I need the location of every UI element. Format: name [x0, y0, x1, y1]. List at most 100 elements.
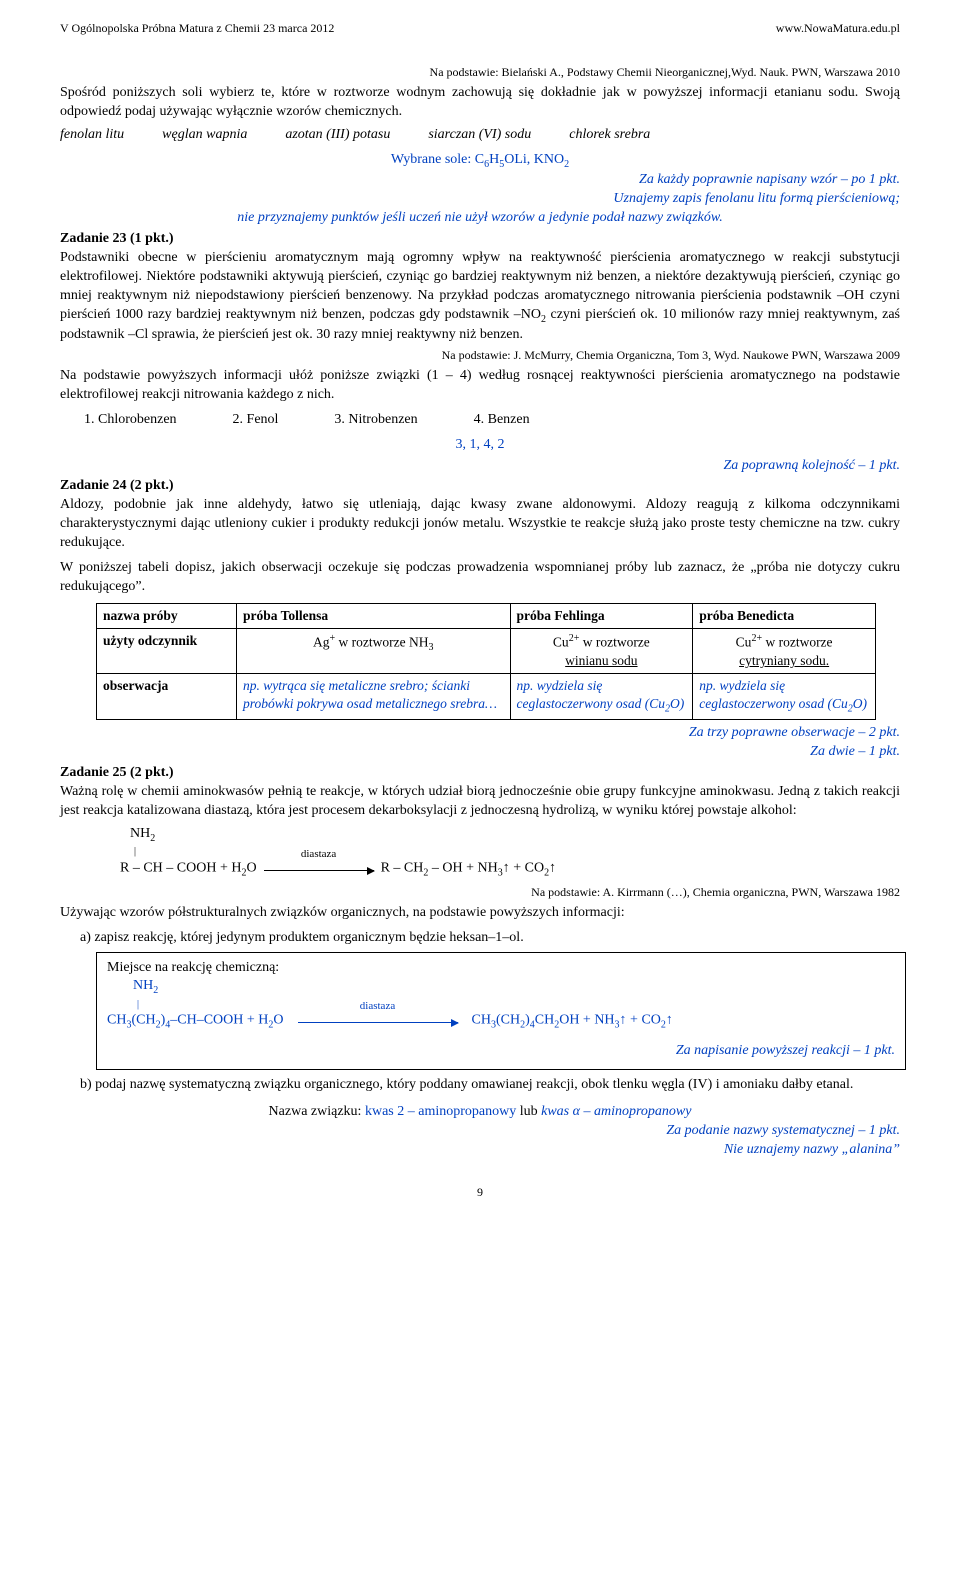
opt1: 1. Chlorobenzen — [84, 411, 177, 430]
r-rhs1: R – CH — [381, 860, 424, 875]
box-scoring: Za napisanie powyższej reakcji – 1 pkt. — [107, 1042, 895, 1061]
task24-scoring1: Za trzy poprawne obserwacje – 2 pkt. — [60, 724, 900, 743]
br6: ↑ + CO — [620, 1013, 661, 1028]
row-obs-fehling: np. wydziela się ceglastoczerwony osad (… — [510, 673, 693, 719]
ans1-note1: Uznajemy zapis fenolanu litu formą pierś… — [60, 190, 900, 209]
ans1-note2: nie przyznajemy punktów jeśli uczeń nie … — [60, 209, 900, 228]
task25-b-answer: Nazwa związku: kwas 2 – aminopropanowy l… — [60, 1103, 900, 1122]
task25-head: Zadanie 25 (2 pkt.) — [60, 764, 900, 783]
opt3: 3. Nitrobenzen — [334, 411, 417, 430]
r-bar: | — [134, 845, 900, 859]
cu-b: Cu — [736, 634, 752, 649]
arrow-label: diastaza — [264, 847, 374, 862]
header-left: V Ogólnopolska Próbna Matura z Chemii 23… — [60, 20, 334, 36]
br5: OH + NH — [559, 1013, 614, 1028]
row-obs-label-b: obserwacja — [103, 678, 168, 693]
obs-t: np. wytrąca się metaliczne srebro; ścian… — [243, 678, 497, 711]
arrow-label-box: diastaza — [298, 999, 458, 1014]
br4: CH — [535, 1013, 554, 1028]
box-head: Miejsce na reakcję chemiczną: — [107, 959, 895, 978]
bl5: O — [273, 1013, 283, 1028]
r-rhs4: ↑ — [549, 860, 556, 875]
box-score-txt: Za napisanie powyższej reakcji – 1 pkt. — [676, 1043, 895, 1058]
salt-e: chlorek srebra — [569, 126, 650, 145]
r-rhs2: – OH + NH — [428, 860, 497, 875]
row-obs-benedict: np. wydziela się ceglastoczerwony osad (… — [693, 673, 876, 719]
arrow-icon-box: diastaza — [298, 1011, 458, 1030]
row-reagent-tollens: Ag+ w roztworze NH3 — [237, 628, 511, 673]
reaction-box: Miejsce na reakcję chemiczną: NH2 | CH3(… — [96, 952, 906, 1071]
task25-p1: Ważną rolę w chemii aminokwasów pełnią t… — [60, 783, 900, 821]
obs-b2: O) — [853, 696, 867, 711]
row-obs-label: obserwacja — [97, 673, 237, 719]
ba-d: kwas α – aminopropanowy — [541, 1104, 691, 1119]
roz-f: w roztworze — [579, 634, 649, 649]
obs-f1: np. wydziela się ceglastoczerwony osad (… — [517, 678, 665, 711]
ans1-a: Wybrane sole: C — [391, 152, 484, 167]
row-reagent-fehling: Cu2+ w roztworzewinianu sodu — [510, 628, 693, 673]
ans1-scoring: Za każdy poprawnie napisany wzór – po 1 … — [60, 171, 900, 190]
bl4: –CH–COOH + H — [170, 1013, 268, 1028]
salt-a: fenolan litu — [60, 126, 124, 145]
reaction-scheme: NH2 | R – CH – COOH + H2O diastaza R – C… — [120, 825, 900, 880]
r-lhs: R – CH – COOH + H — [120, 860, 241, 875]
task23-ans: 3, 1, 4, 2 — [60, 436, 900, 455]
row-reagent-benedict: Cu2+ w roztworzecytryniany sodu. — [693, 628, 876, 673]
cytr: cytryniany sodu. — [739, 653, 829, 668]
ba-b: kwas 2 – aminopropanowy — [365, 1104, 520, 1119]
obs-f2: O) — [670, 696, 684, 711]
bl2: (CH — [131, 1013, 155, 1028]
ba-a: Nazwa związku: — [269, 1104, 365, 1119]
th-fehling: próba Fehlinga — [510, 603, 693, 628]
br2: (CH — [496, 1013, 520, 1028]
task25-b: b) podaj nazwę systematyczną związku org… — [80, 1076, 900, 1095]
salt-list: fenolan litu węglan wapnia azotan (III) … — [60, 126, 900, 145]
r-nh2: NH — [130, 826, 150, 841]
task25-source: Na podstawie: A. Kirrmann (…), Chemia or… — [60, 884, 900, 900]
task23-body: Podstawniki obecne w pierścieniu aromaty… — [60, 249, 900, 345]
th-tollens: próba Tollensa — [237, 603, 511, 628]
task24-p2: W poniższej tabeli dopisz, jakich obserw… — [60, 559, 900, 597]
cu-f: Cu — [553, 634, 569, 649]
row-obs-tollens: np. wytrąca się metaliczne srebro; ścian… — [237, 673, 511, 719]
task25-instr: Używając wzorów półstrukturalnych związk… — [60, 904, 900, 923]
salt-c: azotan (III) potasu — [285, 126, 390, 145]
task23-scoring: Za poprawną kolejność – 1 pkt. — [60, 457, 900, 476]
th-benedict: próba Benedicta — [693, 603, 876, 628]
th-name: nazwa próby — [97, 603, 237, 628]
proba-table: nazwa próby próba Tollensa próba Fehling… — [96, 603, 876, 721]
win: winianu sodu — [565, 653, 637, 668]
bl1: CH — [107, 1013, 126, 1028]
salt-d: siarczan (VI) sodu — [428, 126, 531, 145]
br1: CH — [472, 1013, 491, 1028]
intro-source: Na podstawie: Bielański A., Podstawy Che… — [60, 64, 900, 80]
task25-b-note: Nie uznajemy nazwy „alanina” — [60, 1141, 900, 1160]
task23-source: Na podstawie: J. McMurry, Chemia Organic… — [60, 347, 900, 363]
task23-instr: Na podstawie powyższych informacji ułóż … — [60, 367, 900, 405]
task24-p1: Aldozy, podobnie jak inne aldehydy, łatw… — [60, 496, 900, 553]
table-wrapper: nazwa próby próba Tollensa próba Fehling… — [96, 603, 900, 721]
arrow-icon: diastaza — [264, 859, 374, 878]
row-reagent-label: użyty odczynnik — [97, 628, 237, 673]
intro-para: Spośród poniższych soli wybierz te, któr… — [60, 84, 900, 122]
page-number: 9 — [60, 1184, 900, 1200]
r-rhs3: ↑ + CO — [503, 860, 544, 875]
obs-b1: np. wydziela się ceglastoczerwony osad (… — [699, 678, 847, 711]
task25-b-score: Za podanie nazwy systematycznej – 1 pkt. — [60, 1122, 900, 1141]
answer-salts: Wybrane sole: C6H5OLi, KNO2 — [60, 151, 900, 171]
header-right: www.NowaMatura.edu.pl — [776, 20, 900, 36]
task25-a: a) zapisz reakcję, której jedynym produk… — [80, 929, 900, 948]
task24-scoring2: Za dwie – 1 pkt. — [60, 743, 900, 762]
nh3: w roztworze NH — [335, 634, 428, 649]
roz-b: w roztworze — [762, 634, 832, 649]
task23-head: Zadanie 23 (1 pkt.) — [60, 230, 900, 249]
box-nh2: NH — [133, 978, 153, 993]
salt-b: węglan wapnia — [162, 126, 247, 145]
opt2: 2. Fenol — [233, 411, 279, 430]
br7: ↑ — [666, 1013, 673, 1028]
ans1-b: OLi, KNO — [504, 152, 564, 167]
row-reagent-label-b: użyty odczynnik — [103, 633, 197, 648]
opt4: 4. Benzen — [474, 411, 530, 430]
box-bar: | — [137, 998, 895, 1012]
task23-options: 1. Chlorobenzen 2. Fenol 3. Nitrobenzen … — [84, 411, 900, 430]
